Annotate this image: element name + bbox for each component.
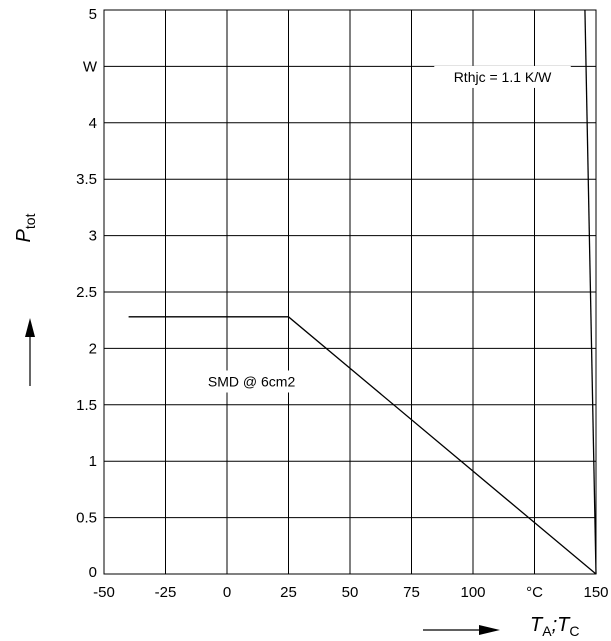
x-axis-label-part: A: [542, 623, 552, 639]
series-line: [584, 9, 597, 575]
y-tick-label: 0: [89, 564, 97, 581]
x-tick-label: -25: [155, 584, 177, 601]
annotation: SMD @ 6cm2: [203, 370, 301, 393]
x-axis-label: TA;TC: [530, 614, 579, 639]
x-axis-label-part: C: [569, 623, 579, 639]
y-axis-label-symbol: P: [13, 228, 35, 242]
x-tick-label: -50: [93, 584, 115, 601]
x-tick-label: 50: [342, 584, 359, 601]
x-axis-label-part: T: [530, 614, 544, 636]
plot-frame: [103, 9, 597, 575]
x-axis-arrow-icon: [423, 625, 500, 635]
x-axis-label-part: T: [557, 614, 571, 636]
y-tick-label: 2.5: [76, 284, 97, 301]
x-tick-label: 0: [223, 584, 231, 601]
series-line: [128, 316, 597, 575]
x-tick-label: 25: [280, 584, 297, 601]
x-tick-label: 100: [460, 584, 485, 601]
series-layer: [128, 9, 597, 575]
y-axis-label: Ptot: [13, 213, 38, 242]
y-tick-label: 1: [89, 453, 97, 470]
y-axis-label-subscript: tot: [22, 213, 38, 229]
annotation: Rthjc = 1.1 K/W: [434, 65, 571, 88]
x-axis-label-part: ;: [552, 614, 558, 636]
annotations: Rthjc = 1.1 K/W SMD @ 6cm2: [203, 65, 571, 393]
y-tick-label: 0.5: [76, 510, 97, 527]
annotation-background: [203, 370, 301, 393]
y-tick-label: 4: [89, 115, 97, 132]
y-tick-label: 3: [89, 228, 97, 245]
y-tick-label: W: [83, 58, 98, 75]
annotation-background: [434, 65, 571, 88]
y-tick-label: 3.5: [76, 171, 97, 188]
y-axis-arrow-icon: [25, 318, 35, 386]
y-tick-label: 2: [89, 340, 97, 357]
x-tick-label: °C: [526, 584, 543, 601]
annotation-label: Rthjc = 1.1 K/W: [454, 69, 552, 85]
svg-text:Ptot: Ptot: [13, 213, 38, 242]
grid: [103, 9, 597, 575]
y-tick-label: 1.5: [76, 397, 97, 414]
tick-labels: -50 -25 0 25 50 75 100 °C 150 0 0.5 1 1.5 2 2.5 3 3.5 4 W 5: [76, 6, 608, 601]
annotation-label: SMD @ 6cm2: [208, 373, 296, 389]
x-tick-label: 150: [583, 584, 608, 601]
y-tick-label: 5: [89, 6, 97, 23]
x-tick-label: 75: [403, 584, 420, 601]
